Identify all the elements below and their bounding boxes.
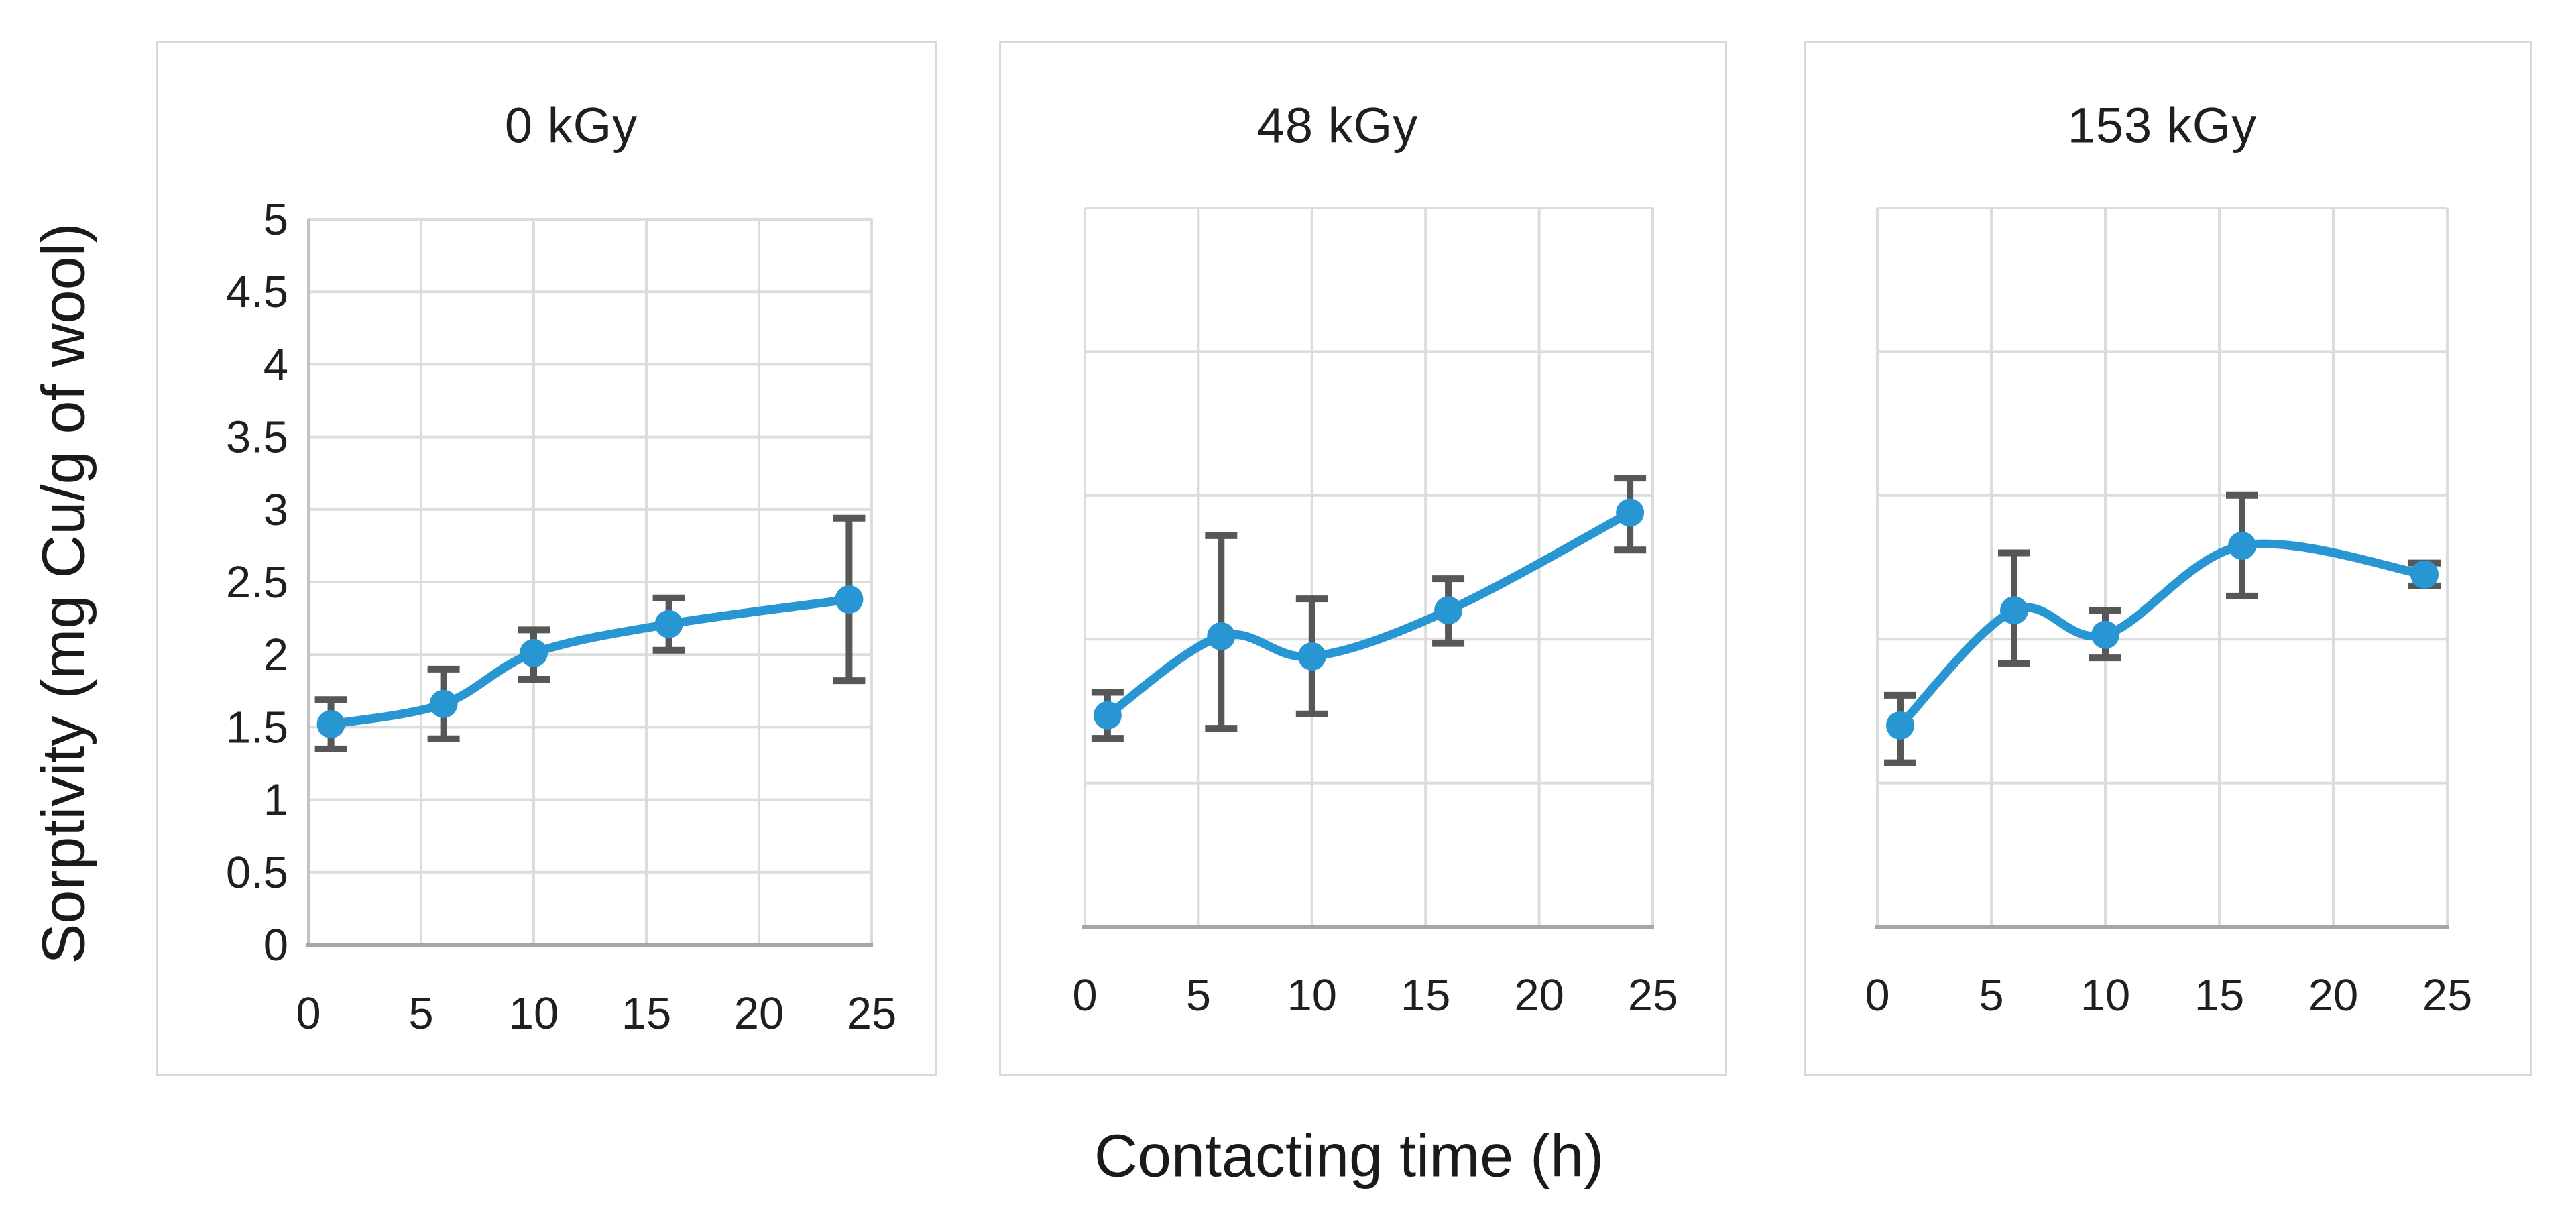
panel-48-kgy [999, 41, 1727, 1076]
chart-title-48kgy: 48 kGy [1256, 97, 1419, 154]
y-axis-title: Sorptivity (mg Cu/g of wool) [30, 223, 98, 964]
x-axis-title: Contacting time (h) [1094, 1122, 1604, 1190]
panel-0-kgy [156, 41, 937, 1076]
chart-title-0kgy: 0 kGy [504, 97, 638, 154]
panel-153-kgy [1804, 41, 2532, 1076]
chart-title-153kgy: 153 kGy [2067, 97, 2258, 154]
